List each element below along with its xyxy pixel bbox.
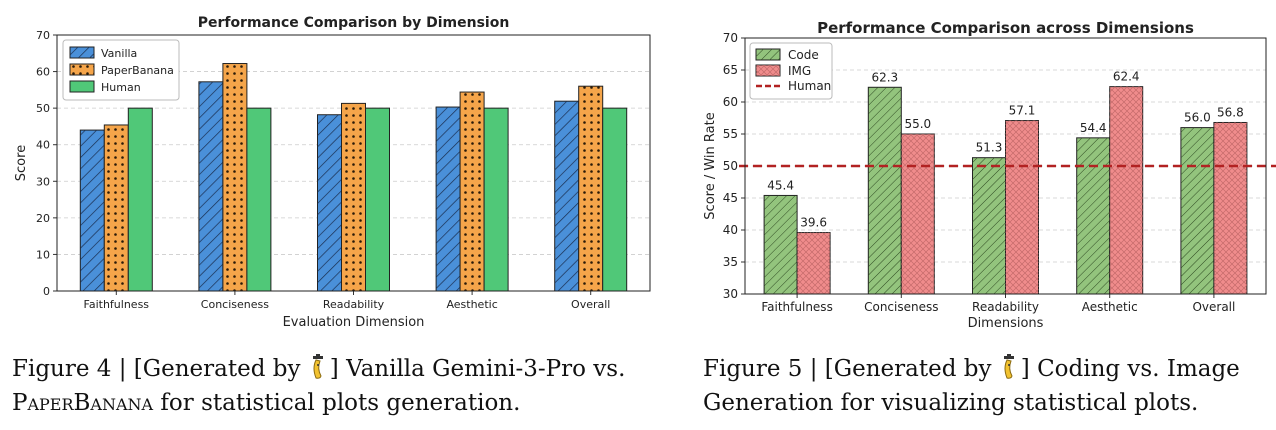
bar-dots bbox=[341, 103, 366, 291]
bar-dots bbox=[104, 124, 129, 291]
bar-hatch bbox=[554, 101, 579, 292]
data-label: 54.4 bbox=[1080, 121, 1107, 135]
figure-5-caption: Figure 5 | [Generated by ] Coding vs. Im… bbox=[703, 352, 1273, 420]
x-tick-label: Conciseness bbox=[201, 298, 269, 311]
y-tick-label: 20 bbox=[36, 212, 50, 225]
legend-label: Code bbox=[788, 48, 819, 62]
bar-human bbox=[127, 107, 153, 292]
caption-middle: ] Vanilla Gemini-3-Pro vs. bbox=[329, 356, 626, 382]
legend-swatch bbox=[69, 80, 95, 93]
bar-pattern bbox=[1213, 122, 1247, 294]
data-label: 56.0 bbox=[1184, 111, 1211, 125]
y-axis-label: Score bbox=[14, 145, 29, 181]
y-tick-label: 45 bbox=[723, 191, 738, 205]
legend-label: Vanilla bbox=[101, 47, 137, 60]
x-tick-label: Faithfulness bbox=[761, 300, 832, 314]
caption-prefix: Figure 4 | [Generated by bbox=[12, 356, 308, 382]
x-tick-label: Conciseness bbox=[864, 300, 938, 314]
caption-suffix: ] Coding vs. Image Generation for visual… bbox=[703, 356, 1240, 416]
bar-dots bbox=[460, 92, 485, 292]
y-tick-label: 30 bbox=[36, 175, 50, 188]
x-tick-label: Overall bbox=[571, 298, 610, 311]
y-tick-label: 55 bbox=[723, 127, 738, 141]
bar-human bbox=[365, 107, 390, 292]
bar-human bbox=[246, 107, 272, 292]
data-label: 55.0 bbox=[904, 117, 931, 131]
y-tick-label: 50 bbox=[36, 102, 50, 115]
chart-title: Performance Comparison by Dimension bbox=[198, 15, 510, 31]
x-tick-label: Aesthetic bbox=[1082, 300, 1138, 314]
bar-pattern bbox=[901, 134, 935, 294]
plot-frame bbox=[56, 34, 651, 292]
y-tick-label: 50 bbox=[723, 159, 738, 173]
bar-human bbox=[602, 107, 628, 292]
chart-left: Performance Comparison by Dimension 0 10 20… bbox=[14, 15, 651, 330]
y-tick-label: 35 bbox=[723, 255, 738, 269]
bar-hatch bbox=[198, 81, 223, 291]
legend-swatch-dots bbox=[70, 64, 94, 75]
y-tick-label: 40 bbox=[36, 139, 50, 152]
bar-dots bbox=[222, 63, 247, 292]
y-tick-label: 70 bbox=[723, 31, 738, 45]
bar-pattern bbox=[1109, 86, 1143, 294]
chart-right-panel: Performance Comparison across Dimensions… bbox=[668, 0, 1276, 331]
plot-frame bbox=[744, 37, 1267, 295]
y-axis-label: Score / Win Rate bbox=[703, 112, 718, 219]
data-label: 57.1 bbox=[1009, 104, 1036, 118]
chart-left-panel: Performance Comparison by Dimension 0 10 20… bbox=[0, 0, 660, 330]
x-tick-label: Overall bbox=[1192, 300, 1235, 314]
x-tick-label: Readability bbox=[972, 300, 1039, 314]
bar-pattern bbox=[797, 232, 831, 294]
y-tick-label: 60 bbox=[36, 66, 50, 79]
x-axis-label: Dimensions bbox=[968, 316, 1044, 330]
y-tick-label: 40 bbox=[723, 223, 738, 237]
x-axis-label: Evaluation Dimension bbox=[283, 315, 425, 330]
caption-prefix: Figure 5 | [Generated by bbox=[703, 356, 999, 382]
y-tick-label: 60 bbox=[723, 95, 738, 109]
legend-swatch-hatch bbox=[70, 47, 94, 58]
y-tick-label: 65 bbox=[723, 63, 738, 77]
bar-dots bbox=[578, 86, 603, 291]
bar-human bbox=[483, 107, 509, 292]
legend-swatch-pattern bbox=[756, 65, 780, 76]
x-tick-label: Aesthetic bbox=[446, 298, 497, 311]
bar-hatch bbox=[317, 114, 342, 292]
caption-suffix: for statistical plots generation. bbox=[153, 390, 521, 416]
legend-label: IMG bbox=[788, 64, 811, 78]
data-label: 51.3 bbox=[976, 141, 1003, 155]
banana-mascot-icon bbox=[1003, 354, 1014, 379]
data-label: 39.6 bbox=[800, 216, 827, 230]
data-label: 62.3 bbox=[871, 70, 898, 84]
bar-pattern bbox=[764, 195, 798, 294]
legend-label: Human bbox=[788, 79, 831, 93]
bar-pattern bbox=[1076, 137, 1110, 294]
data-label: 45.4 bbox=[767, 178, 794, 192]
bar-pattern bbox=[868, 87, 902, 294]
y-tick-label: 30 bbox=[723, 287, 738, 301]
legend-swatch-pattern bbox=[756, 49, 780, 60]
y-tick-label: 10 bbox=[36, 248, 50, 261]
bar-pattern bbox=[1180, 127, 1214, 294]
x-tick-label: Readability bbox=[323, 298, 385, 311]
y-tick-label: 70 bbox=[36, 29, 50, 42]
bar-pattern bbox=[972, 157, 1006, 294]
caption-brand: PaperBanana bbox=[12, 390, 154, 416]
bar-hatch bbox=[80, 130, 105, 291]
bar-hatch bbox=[436, 107, 461, 291]
legend-label: PaperBanana bbox=[101, 64, 174, 77]
data-label: 62.4 bbox=[1113, 70, 1140, 84]
bar-pattern bbox=[1005, 120, 1039, 294]
y-tick-label: 0 bbox=[43, 285, 50, 298]
figure-4-caption: Figure 4 | [Generated by ] Vanilla Gemin… bbox=[12, 352, 672, 420]
legend-label: Human bbox=[101, 81, 141, 94]
chart-right: Performance Comparison across Dimensions… bbox=[703, 19, 1276, 331]
data-label: 56.8 bbox=[1217, 105, 1244, 119]
x-tick-label: Faithfulness bbox=[84, 298, 150, 311]
banana-mascot-icon bbox=[312, 354, 323, 379]
chart-title: Performance Comparison across Dimensions bbox=[817, 19, 1194, 37]
